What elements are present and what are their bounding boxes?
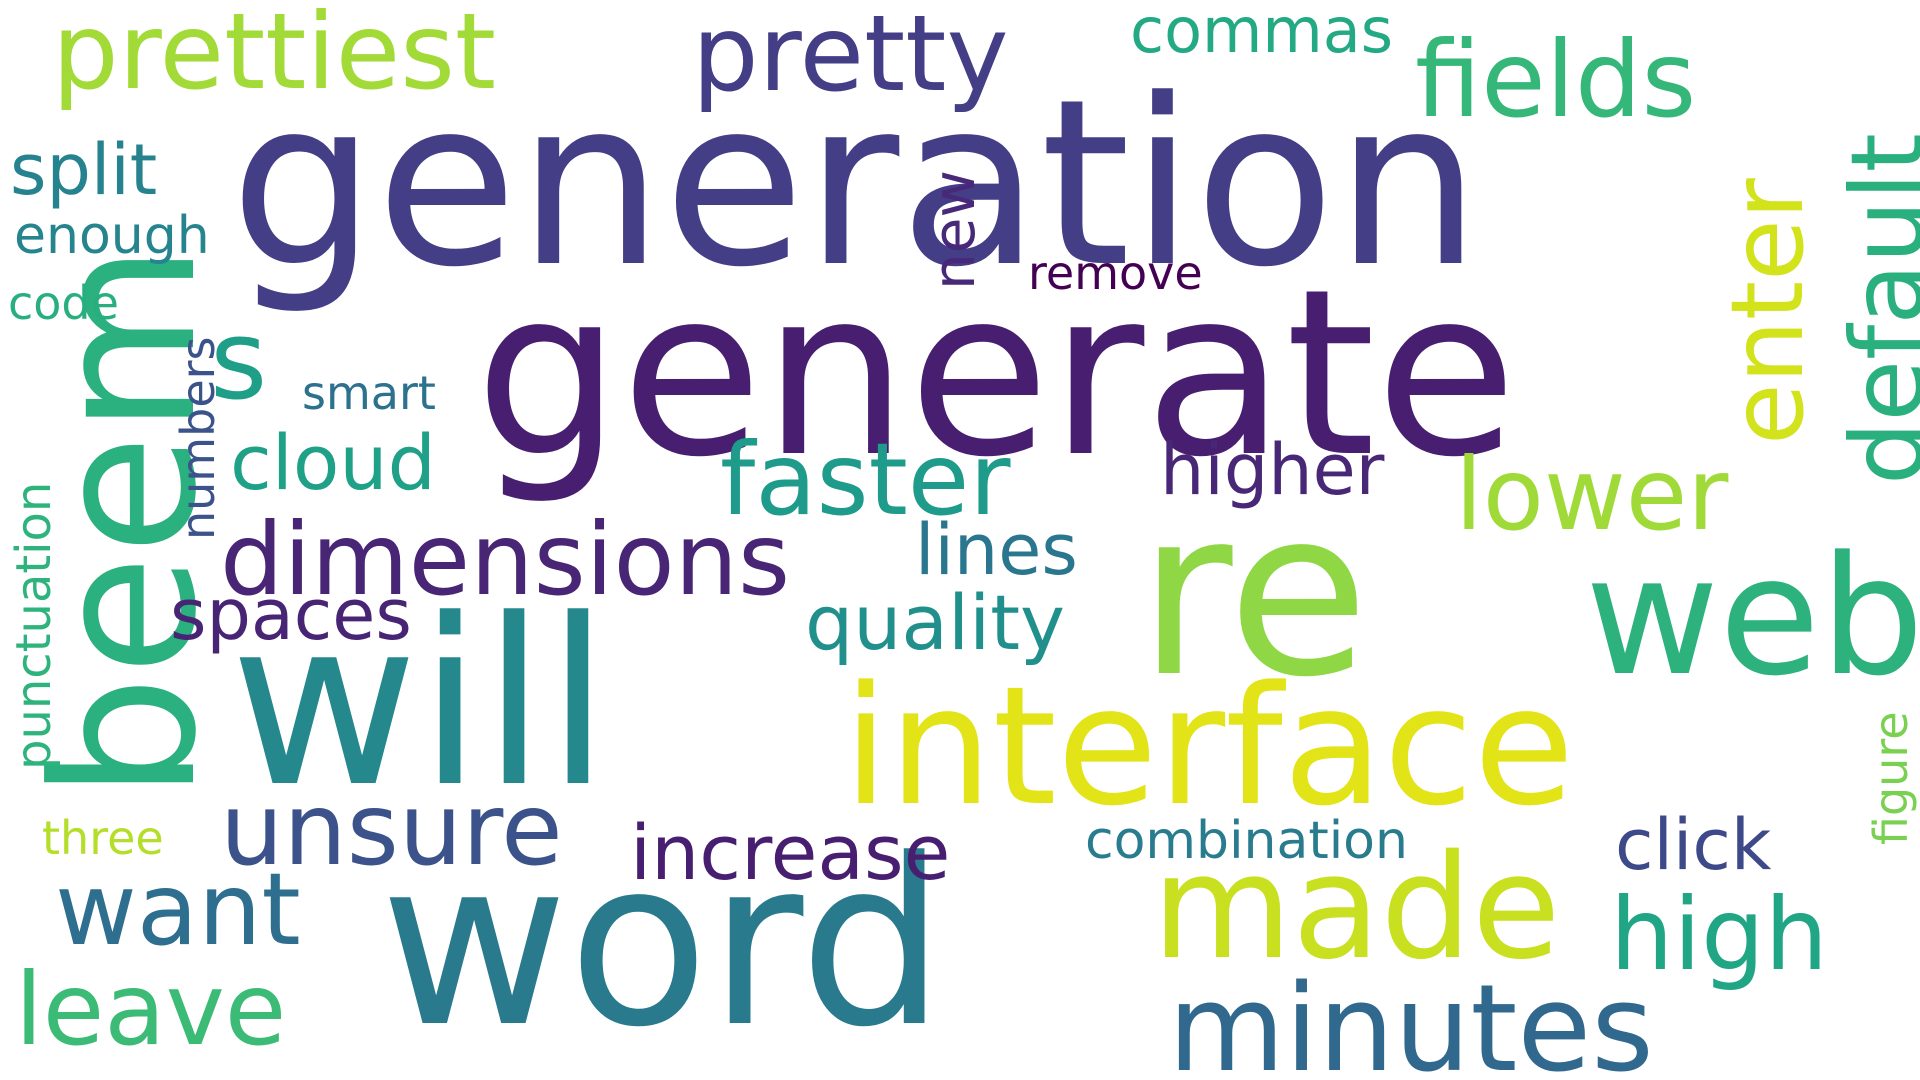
word-figure: figure [1864, 711, 1918, 845]
word-click: click [1615, 804, 1772, 886]
word-remove: remove [1028, 246, 1203, 300]
word-spaces: spaces [170, 574, 412, 656]
word-prettiest: prettiest [52, 0, 497, 113]
word-unsure: unsure [220, 771, 563, 888]
word-numbers: numbers [171, 336, 225, 541]
word-increase: increase [630, 808, 951, 897]
word-cloud: cloud [230, 418, 436, 507]
word-higher: higher [1160, 429, 1385, 511]
word-split: split [10, 129, 158, 211]
word-leave: leave [15, 951, 287, 1068]
word-combination: combination [1085, 811, 1408, 871]
word-default: default [1829, 133, 1920, 485]
word-quality: quality [805, 578, 1065, 667]
word-new: new [920, 170, 988, 290]
word-fields: fields [1415, 19, 1697, 141]
word-s: s [210, 296, 268, 424]
word-enough: enough [14, 206, 210, 266]
word-will: will [230, 571, 610, 838]
word-generation: generation [230, 51, 1481, 318]
word-three: three [42, 811, 164, 865]
word-dimensions: dimensions [220, 501, 791, 618]
word-lines: lines [915, 509, 1078, 591]
word-punctuation: punctuation [6, 481, 62, 770]
word-word: word [380, 811, 946, 1078]
word-pretty: pretty [692, 0, 1009, 115]
word-smart: smart [302, 366, 436, 420]
word-lower: lower [1455, 436, 1729, 553]
word-minutes: minutes [1168, 960, 1654, 1080]
word-made: made [1152, 823, 1561, 991]
word-code: code [8, 276, 119, 330]
word-web: web [1585, 521, 1920, 712]
word-faster: faster [720, 421, 1011, 538]
word-high: high [1610, 876, 1829, 993]
word-commas: commas [1130, 0, 1394, 67]
word-enter: enter [1709, 178, 1826, 445]
word-want: want [55, 851, 301, 968]
word-generate: generate [475, 241, 1517, 508]
word-interface: interface [843, 651, 1575, 842]
word-re: re [1138, 461, 1370, 728]
